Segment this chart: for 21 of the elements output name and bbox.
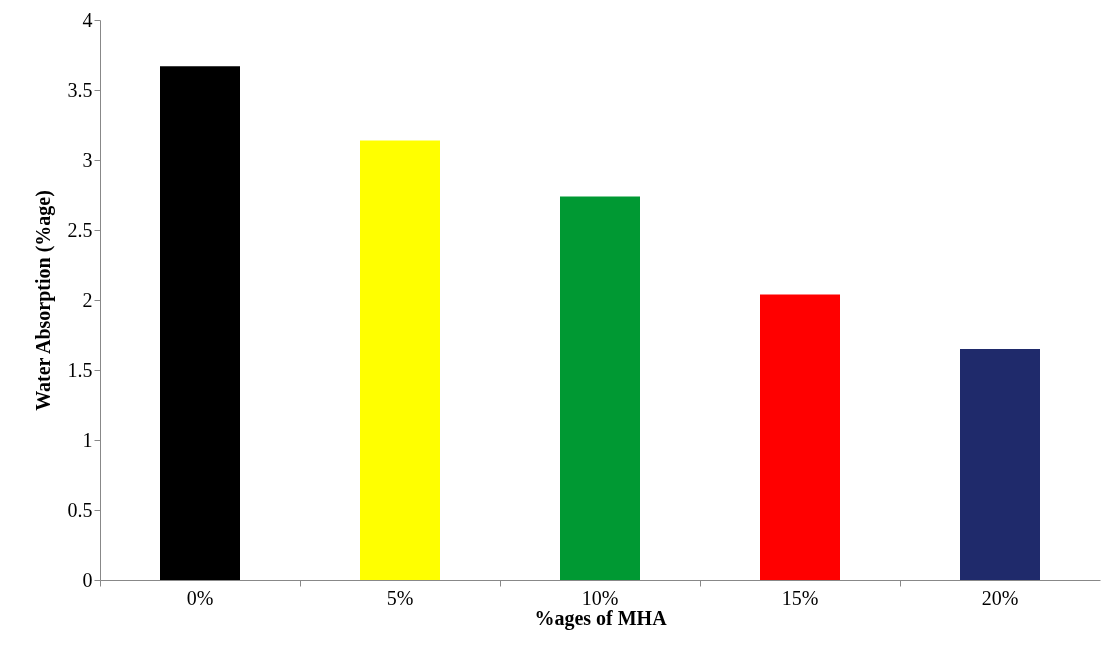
y-tick-label: 2.5 (67, 218, 93, 241)
y-axis-title: Water Absorption (%age) (31, 190, 55, 411)
x-tick-label: 10% (581, 586, 619, 609)
x-tick-label: 0% (186, 586, 214, 609)
x-tick-label: 15% (781, 586, 819, 609)
y-tick-label: 0.5 (67, 498, 93, 521)
y-tick-label: 1.5 (67, 358, 93, 381)
bar (760, 294, 840, 580)
y-tick-label: 1 (82, 428, 93, 451)
x-axis-title: %ages of MHA (534, 606, 668, 630)
bar (160, 66, 240, 580)
x-tick-label: 5% (386, 586, 414, 609)
y-tick-label: 3 (82, 148, 93, 171)
y-tick-label: 0 (82, 568, 93, 591)
bar (960, 349, 1040, 580)
y-tick-label: 4 (82, 8, 93, 31)
x-tick-label: 20% (981, 586, 1019, 609)
bar (360, 140, 440, 580)
y-tick-label: 3.5 (67, 78, 93, 101)
bar (560, 196, 640, 580)
y-tick-label: 2 (82, 288, 93, 311)
